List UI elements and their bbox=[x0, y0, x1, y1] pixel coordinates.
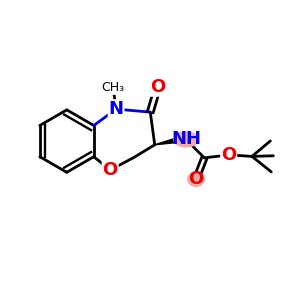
Text: CH₃: CH₃ bbox=[102, 81, 125, 94]
Text: O: O bbox=[188, 170, 204, 188]
Ellipse shape bbox=[188, 172, 204, 186]
Ellipse shape bbox=[174, 132, 198, 147]
Text: O: O bbox=[150, 78, 165, 96]
Text: O: O bbox=[221, 146, 236, 164]
Text: O: O bbox=[103, 161, 118, 179]
Text: N: N bbox=[109, 100, 124, 118]
Text: NH: NH bbox=[171, 130, 201, 148]
Polygon shape bbox=[155, 137, 181, 145]
